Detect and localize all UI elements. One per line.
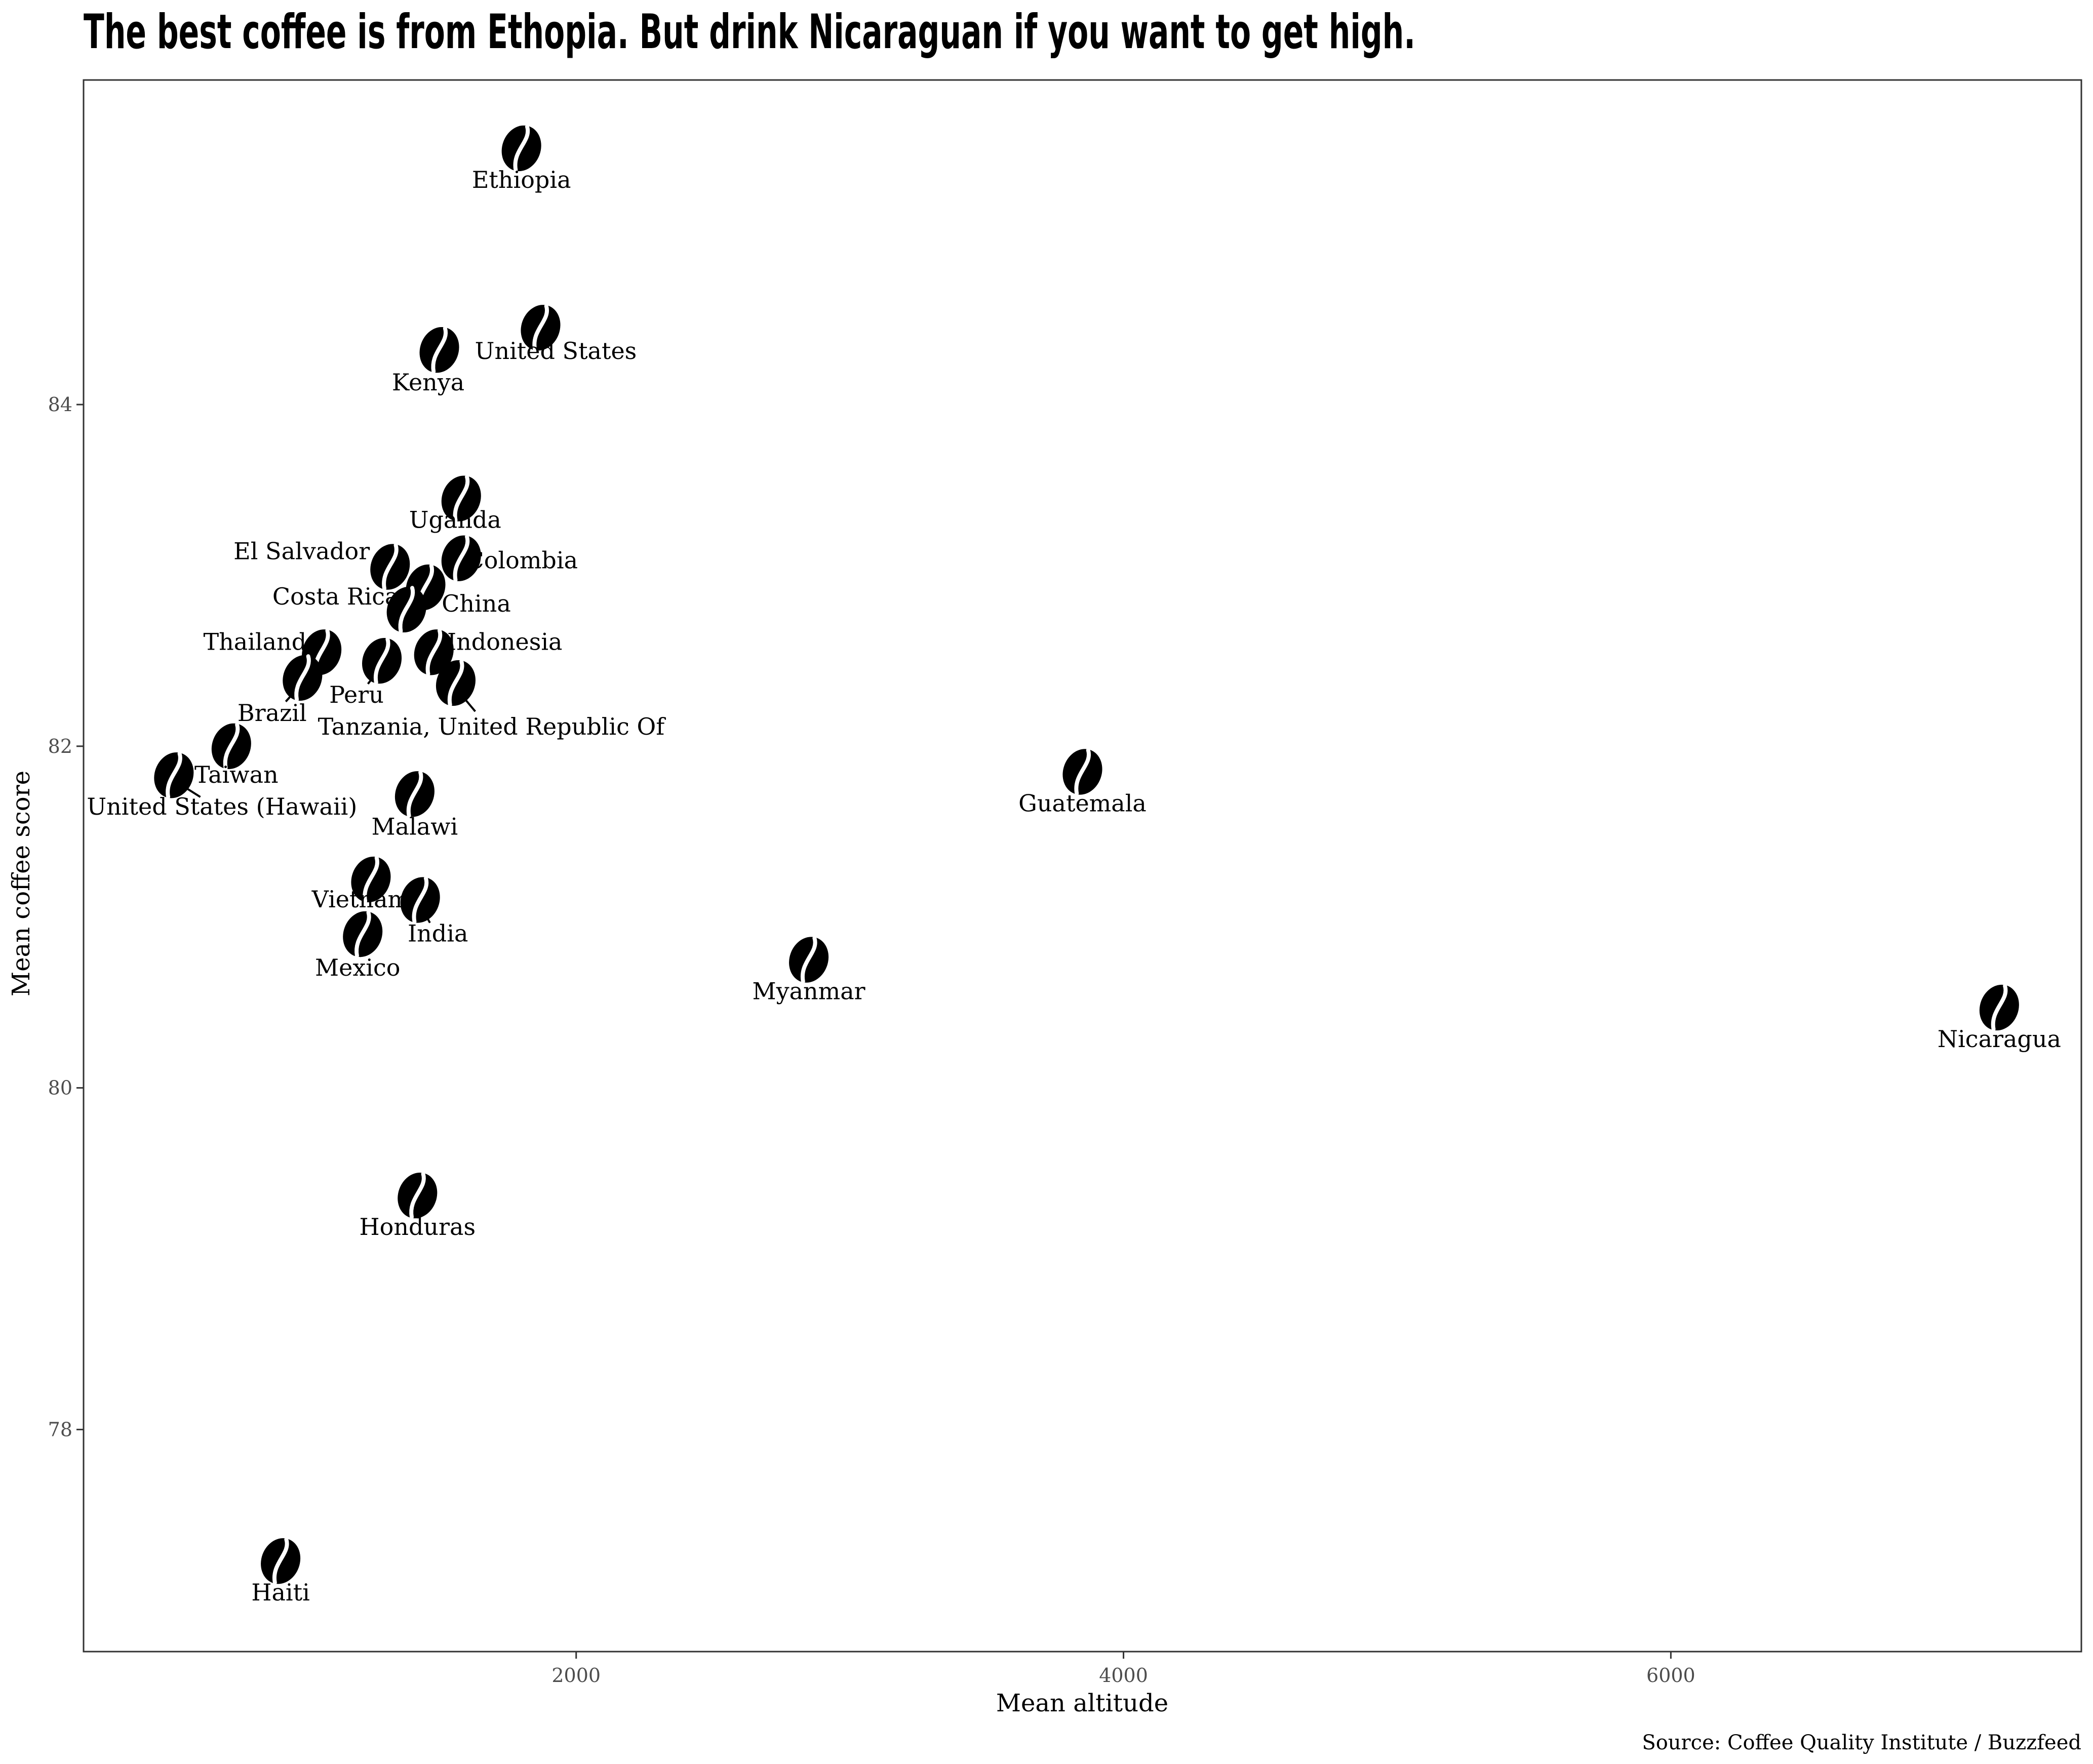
coffee-bean-icon — [501, 125, 541, 172]
point-label-indonesia: Indonesia — [447, 628, 563, 655]
coffee-bean-icon — [419, 326, 459, 374]
coffee-bean-icon — [211, 723, 251, 770]
point-label-tanzania-united-republic-of: Tanzania, United Republic Of — [318, 713, 666, 740]
coffee-bean-icon — [394, 770, 435, 818]
y-tick-label: 84 — [48, 393, 72, 416]
bean-crease-uganda — [453, 474, 470, 523]
point-label-thailand: Thailand — [204, 628, 307, 655]
coffee-bean-icon — [351, 856, 391, 903]
point-label-mexico: Mexico — [315, 954, 400, 981]
point-label-guatemala: Guatemala — [1018, 789, 1147, 817]
bean-crease-guatemala — [1074, 748, 1091, 796]
data-points: Ethiopia United States Kenya Uganda Colombia… — [87, 125, 2061, 1606]
bean-crease-brazil — [294, 654, 311, 702]
y-tick-label: 80 — [48, 1077, 72, 1099]
bean-crease-taiwan — [223, 723, 240, 770]
coffee-bean-icon — [436, 659, 476, 707]
bean-crease-mexico — [354, 910, 371, 958]
point-label-vietnam: Vietnam — [311, 886, 410, 913]
point-label-uganda: Uganda — [409, 506, 501, 534]
point-label-india: India — [408, 919, 468, 947]
coffee-bean-icon — [414, 628, 454, 676]
point-label-united-states-hawaii: United States (Hawaii) — [87, 793, 357, 820]
bean-crease-nicaragua — [1991, 984, 2008, 1031]
point-label-costa-rica: Costa Rica — [272, 583, 399, 610]
point-label-united-states: United States — [475, 337, 637, 365]
y-tick-label: 82 — [48, 735, 72, 757]
bean-crease-peru — [373, 637, 390, 685]
coffee-bean-icon — [441, 474, 481, 523]
point-label-myanmar: Myanmar — [753, 978, 865, 1005]
point-label-malawi: Malawi — [372, 813, 458, 840]
coffee-bean-icon — [398, 1172, 438, 1219]
coffee-bean-icon — [343, 910, 383, 958]
coffee-bean-icon — [400, 876, 440, 924]
bean-crease-vietnam — [363, 856, 379, 903]
coffee-bean-icon — [154, 751, 194, 799]
bean-crease-india — [412, 876, 429, 924]
bean-crease-honduras — [409, 1172, 426, 1219]
point-label-honduras: Honduras — [360, 1213, 476, 1240]
bean-crease-kenya — [431, 326, 448, 374]
coffee-bean-icon — [362, 637, 402, 685]
point-label-taiwan: Taiwan — [194, 761, 279, 788]
x-axis-label: Mean altitude — [996, 1689, 1168, 1717]
bean-crease-united-states-hawaii — [166, 751, 182, 799]
bean-crease-ethiopia — [513, 125, 530, 172]
x-tick-label: 6000 — [1646, 1664, 1695, 1687]
plot-panel-border — [83, 79, 2082, 1653]
x-tick-label: 4000 — [1099, 1664, 1148, 1687]
chart-title: The best coffee is from Ethopia. But dri… — [84, 5, 1415, 60]
coffee-bean-icon — [521, 304, 561, 351]
axes: 2000 4000 6000 78 80 82 84 — [48, 79, 2082, 1687]
point-label-brazil: Brazil — [238, 699, 307, 727]
coffee-bean-icon — [789, 936, 829, 984]
point-label-el-salvador: El Salvador — [233, 538, 370, 565]
coffee-bean-icon — [1062, 748, 1102, 796]
point-label-ethiopia: Ethiopia — [472, 166, 571, 193]
coffee-bean-icon — [441, 534, 481, 582]
point-label-haiti: Haiti — [251, 1579, 309, 1606]
bean-crease-el-salvador — [382, 543, 399, 591]
bean-crease-united-states — [532, 304, 549, 351]
bean-crease-malawi — [406, 770, 423, 818]
bean-crease-tanzania-united-republic-of — [447, 659, 464, 707]
point-label-kenya: Kenya — [392, 369, 464, 396]
point-label-colombia: Colombia — [466, 547, 578, 574]
coffee-bean-icon — [386, 586, 426, 633]
bean-crease-myanmar — [800, 936, 817, 984]
point-label-nicaragua: Nicaragua — [1938, 1025, 2061, 1053]
bean-crease-indonesia — [425, 628, 443, 676]
x-tick-label: 2000 — [551, 1664, 601, 1687]
source-caption: Source: Coffee Quality Institute / Buzzf… — [1642, 1731, 2081, 1754]
bean-crease-colombia — [453, 534, 470, 582]
point-label-peru: Peru — [329, 681, 384, 708]
coffee-bean-icon — [261, 1537, 301, 1585]
bean-crease-haiti — [272, 1537, 289, 1585]
coffee-bean-icon — [1979, 984, 2019, 1031]
point-label-china: China — [442, 590, 511, 617]
coffee-bean-icon — [283, 654, 323, 702]
coffee-bean-icon — [370, 543, 410, 591]
y-axis-label: Mean coffee score — [7, 771, 35, 996]
y-tick-label: 78 — [48, 1418, 72, 1440]
bean-crease-costa-rica — [398, 586, 415, 633]
